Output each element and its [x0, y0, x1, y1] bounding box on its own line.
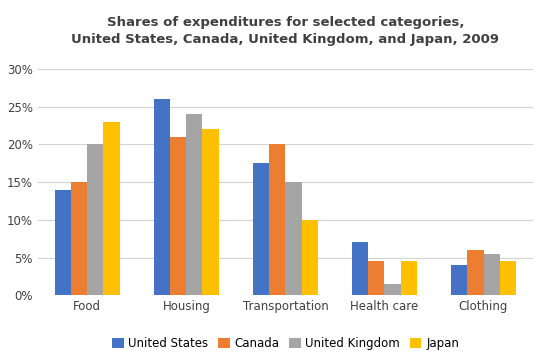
Bar — [468, 250, 483, 295]
Bar — [104, 122, 119, 295]
Bar — [202, 129, 219, 295]
Bar — [301, 220, 318, 295]
Bar — [55, 190, 71, 295]
Bar — [269, 144, 286, 295]
Bar — [154, 99, 170, 295]
Bar — [401, 261, 417, 295]
Bar — [451, 265, 468, 295]
Bar — [71, 182, 87, 295]
Title: Shares of expenditures for selected categories,
United States, Canada, United Ki: Shares of expenditures for selected cate… — [71, 16, 500, 46]
Bar — [352, 242, 368, 295]
Bar — [500, 261, 516, 295]
Bar — [87, 144, 104, 295]
Bar — [186, 114, 202, 295]
Bar — [368, 261, 384, 295]
Bar — [253, 163, 269, 295]
Bar — [384, 284, 401, 295]
Bar — [286, 182, 301, 295]
Bar — [170, 137, 186, 295]
Legend: United States, Canada, United Kingdom, Japan: United States, Canada, United Kingdom, J… — [107, 332, 464, 355]
Bar — [483, 254, 500, 295]
